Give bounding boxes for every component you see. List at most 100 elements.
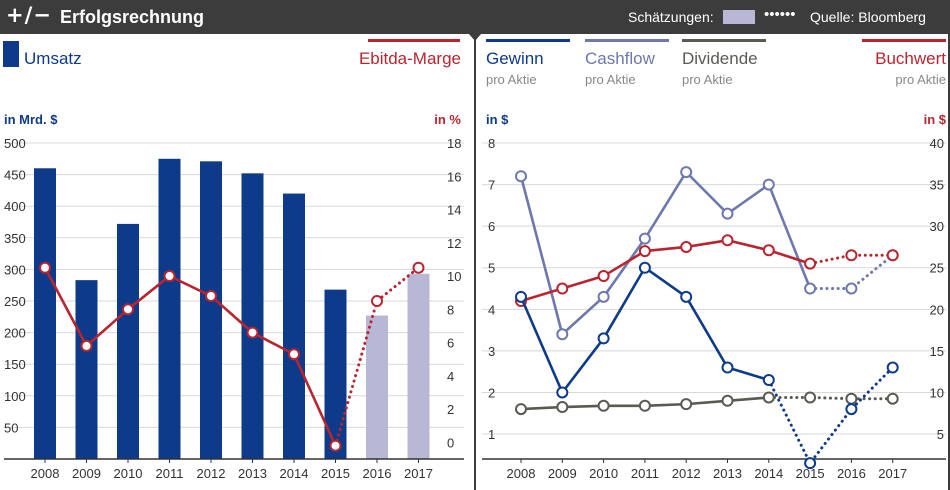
buchwert-point (597, 270, 610, 283)
y-tick-right: 2 (447, 402, 454, 417)
buchwert-point (804, 257, 817, 270)
ebitda-point (412, 261, 425, 274)
legend-ebitda-line (368, 39, 460, 42)
buchwert-point (680, 240, 693, 253)
cashflow-line (519, 170, 812, 336)
legend-gewinn-line (486, 39, 570, 42)
y-tick-right: 40 (930, 136, 944, 151)
legend-buchwert-label: Buchwert (875, 49, 946, 68)
gewinn-point (515, 290, 527, 303)
estimate-swatch (723, 10, 755, 24)
x-tick-label: 2008 (31, 466, 60, 481)
bar-umsatz (324, 289, 347, 459)
bar-umsatz (34, 168, 56, 459)
x-tick-label: 2010 (114, 466, 143, 481)
y-tick-left: 5 (488, 261, 495, 276)
header-bar: +/− Erfolgsrechnung Schätzungen: •••••• … (0, 0, 950, 34)
y-tick-right: 35 (930, 178, 944, 193)
y-tick-left: 350 (4, 231, 26, 246)
y-tick-right: 30 (930, 219, 944, 234)
x-tick-label: 2017 (404, 466, 433, 481)
y-tick-right: 4 (447, 369, 454, 384)
gewinn-estimate-line (767, 366, 895, 466)
y-tick-right: 14 (447, 203, 461, 218)
ebitda-point (205, 290, 217, 303)
legend-dividende-label: Dividende (682, 49, 758, 68)
dividende-point (597, 399, 610, 412)
legend-gewinn-sub: pro Aktie (486, 72, 537, 87)
y-tick-right: 0 (447, 435, 454, 450)
source-note: Quelle: Bloomberg (810, 9, 926, 25)
right-axis-unit: in % (434, 112, 461, 127)
y-tick-left: 450 (4, 168, 26, 183)
bar-umsatz (407, 273, 430, 459)
y-tick-left: 500 (4, 136, 26, 151)
dividende-point (804, 391, 817, 404)
y-tick-right: 18 (447, 136, 461, 151)
ebitda-point (122, 303, 134, 316)
bar-umsatz (117, 223, 139, 459)
bar-umsatz (241, 173, 264, 459)
x-tick-label: 2009 (72, 466, 101, 481)
bar-umsatz (200, 161, 222, 459)
legend-umsatz-label: Umsatz (24, 49, 82, 68)
y-tick-right: 5 (937, 427, 944, 442)
dividende-point (845, 392, 858, 405)
cashflow-point (804, 282, 817, 295)
dividende-point (556, 401, 569, 414)
ebitda-point (39, 261, 51, 274)
y-tick-right: 10 (447, 269, 461, 284)
x-tick-label: 2009 (548, 466, 577, 481)
estimate-dotted-marker: •••••• (764, 6, 796, 23)
legend-buchwert-line (862, 39, 946, 42)
plus-minus-logo: +/− (6, 3, 52, 27)
ebitda-point (80, 339, 93, 352)
cashflow-point (556, 328, 569, 341)
bar-umsatz (283, 193, 305, 459)
y-tick-left: 200 (4, 326, 26, 341)
cashflow-point (515, 170, 527, 183)
right-border (948, 34, 950, 490)
cashflow-point (597, 290, 610, 303)
y-tick-left: 300 (4, 262, 26, 277)
estimates-label: Schätzungen: (628, 9, 714, 25)
bar-umsatz (158, 158, 181, 460)
y-tick-left: 250 (4, 294, 26, 309)
y-tick-right: 6 (447, 336, 454, 351)
legend-cashflow-sub: pro Aktie (585, 72, 636, 87)
dividende-point (886, 392, 899, 405)
cashflow-point (845, 282, 858, 295)
ebitda-point (371, 295, 383, 307)
legend-cashflow-line (585, 39, 669, 42)
legend-dividende-sub: pro Aktie (682, 72, 733, 87)
ebitda-point (288, 348, 300, 361)
y-tick-right: 25 (930, 261, 944, 276)
x-tick-label: 2016 (363, 466, 392, 481)
y-tick-right: 8 (447, 302, 454, 317)
gewinn-point (680, 290, 693, 303)
gewinn-point (845, 403, 858, 416)
ebitda-point (246, 326, 259, 339)
buchwert-point (886, 249, 899, 262)
y-tick-right: 10 (930, 385, 944, 400)
legend-dividende-line (682, 39, 766, 42)
x-tick-label: 2014 (280, 466, 309, 481)
buchwert-line (520, 238, 811, 303)
buchwert-point (845, 249, 858, 262)
gewinn-point (721, 361, 734, 374)
y-tick-left: 400 (4, 199, 26, 214)
y-tick-left: 8 (488, 136, 495, 151)
y-tick-left: 3 (488, 344, 495, 359)
x-tick-label: 2012 (672, 466, 701, 481)
ebitda-point (329, 439, 342, 452)
dividende-point (515, 403, 527, 416)
y-tick-left: 2 (488, 385, 495, 400)
y-tick-left: 7 (488, 178, 495, 193)
cashflow-point (762, 178, 775, 191)
legend-gewinn-label: Gewinn (486, 49, 544, 68)
gewinn-point (886, 361, 899, 374)
bar-umsatz (366, 315, 388, 459)
buchwert-point (762, 244, 775, 257)
x-tick-label: 2015 (321, 466, 350, 481)
gewinn-point (638, 261, 651, 274)
